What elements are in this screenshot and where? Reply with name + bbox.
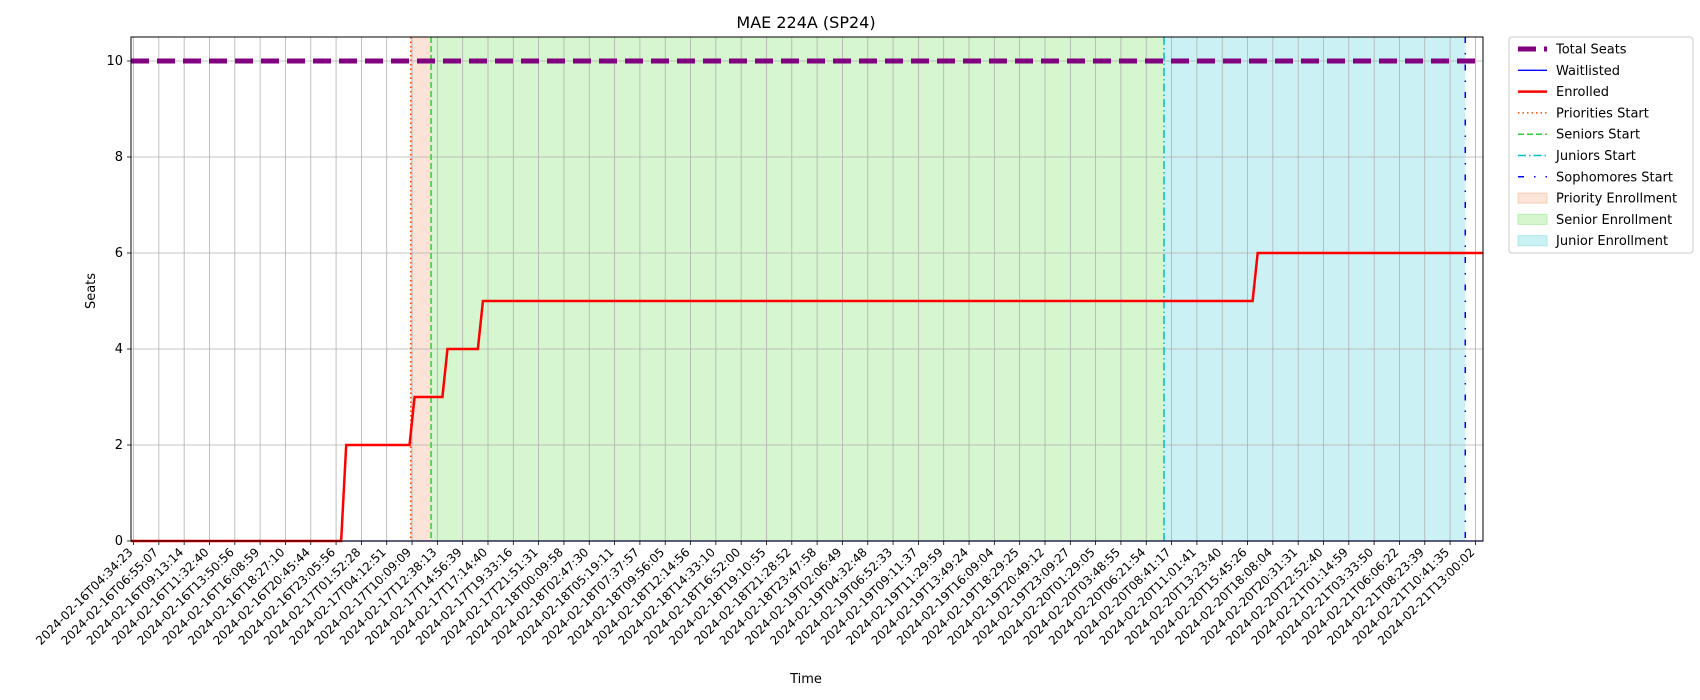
legend-label-3: Priorities Start [1556, 106, 1649, 121]
legend-swatch-7 [1517, 192, 1548, 204]
legend-label-8: Senior Enrollment [1556, 213, 1672, 228]
y-tick-label-3: 6 [115, 246, 123, 261]
x-axis: 2024-02-16T04:34:232024-02-16T06:55:0720… [33, 541, 1478, 648]
legend-label-7: Priority Enrollment [1556, 192, 1677, 207]
span-1 [431, 37, 1164, 541]
legend-label-9: Junior Enrollment [1555, 234, 1668, 249]
legend-label-5: Juniors Start [1555, 149, 1636, 164]
legend-swatch-9 [1517, 235, 1548, 247]
x-axis-label: Time [789, 672, 822, 687]
y-axis-label: Seats [84, 273, 99, 309]
legend-box [1508, 36, 1694, 254]
legend: Total Seats Waitlisted Enrolled Priorities … [1508, 36, 1694, 254]
series-line-2 [131, 251, 1483, 543]
y-axis: 0 2 4 6 8 10 [106, 54, 131, 549]
y-tick-label-0: 0 [115, 534, 123, 549]
enrollment-spans [410, 37, 1466, 541]
legend-label-6: Sophomores Start [1556, 170, 1673, 185]
legend-swatch-8 [1517, 213, 1548, 225]
y-tick-label-5: 10 [106, 54, 123, 69]
legend-label-0: Total Seats [1555, 43, 1627, 58]
plot-frame [130, 36, 1484, 542]
legend-label-1: Waitlisted [1556, 64, 1620, 79]
legend-label-2: Enrolled [1556, 85, 1609, 100]
event-lines [410, 37, 1467, 541]
y-tick-label-1: 2 [115, 438, 123, 453]
y-tick-label-2: 4 [115, 342, 123, 357]
chart-title: MAE 224A (SP24) [736, 13, 875, 32]
legend-label-4: Seniors Start [1556, 128, 1640, 143]
y-tick-label-4: 8 [115, 150, 123, 165]
span-0 [410, 37, 432, 541]
span-2 [1163, 37, 1466, 541]
